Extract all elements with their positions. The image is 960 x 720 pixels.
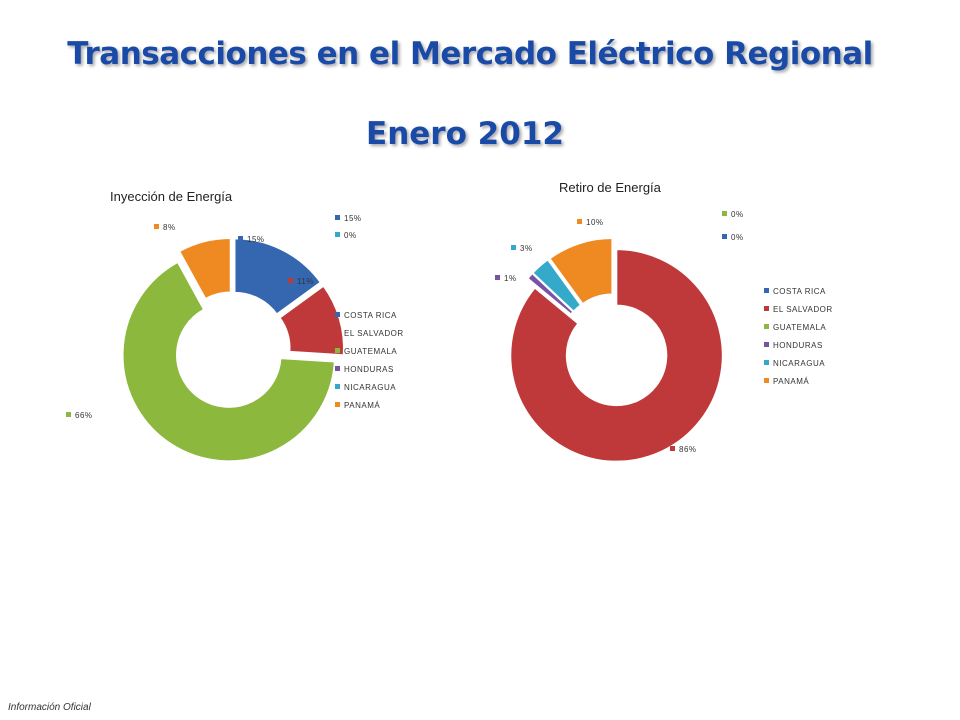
legend-swatch-panama (335, 402, 340, 407)
data-label-costa-rica: 15% (247, 235, 265, 244)
slice-el-salvador (509, 248, 724, 463)
slice-honduras (526, 272, 575, 316)
legend-swatch-el-salvador (764, 306, 769, 311)
data-label-nicaragua: 0% (344, 231, 357, 240)
legend-swatch-honduras (764, 342, 769, 347)
legend-item-el-salvador: EL SALVADOR (344, 329, 404, 338)
label-marker-guatemala (66, 412, 71, 417)
legend-item-nicaragua: NICARAGUA (773, 359, 825, 368)
slice-guatemala (122, 261, 336, 462)
legend-item-panama: PANAMÁ (344, 401, 380, 410)
data-label-costa-rica: 0% (731, 233, 744, 242)
slice-panama (178, 237, 232, 300)
legend-item-guatemala: GUATEMALA (773, 323, 826, 332)
legend-swatch-nicaragua (335, 384, 340, 389)
page-subtitle: Enero 2012 (366, 116, 564, 152)
legend-swatch-guatemala (764, 324, 769, 329)
chart-retiro: Retiro de Energía 86% 1% 3% 10% 0% 0% COSTA RIC… (495, 180, 833, 463)
data-label-guatemala: 66% (75, 411, 93, 420)
legend-item-costa-rica: COSTA RICA (344, 311, 397, 320)
legend-swatch-panama (764, 378, 769, 383)
legend-swatch-honduras (335, 366, 340, 371)
label-marker-nicaragua (511, 245, 516, 250)
legend-item-el-salvador: EL SALVADOR (773, 305, 833, 314)
page-title: Transacciones en el Mercado Eléctrico Re… (67, 36, 873, 72)
label-marker-guatemala (722, 211, 727, 216)
label-marker-honduras (495, 275, 500, 280)
data-label-nicaragua: 3% (520, 244, 533, 253)
data-label-costa-rica: 15% (344, 214, 362, 223)
chart-title: Inyección de Energía (110, 189, 233, 204)
label-marker-nicaragua (335, 232, 340, 237)
label-marker-costa-rica (335, 215, 340, 220)
label-marker-el-salvador (288, 278, 293, 283)
label-marker-panama (577, 219, 582, 224)
slice-costa-rica (233, 237, 322, 316)
data-label-guatemala: 0% (731, 210, 744, 219)
legend-item-honduras: HONDURAS (344, 365, 394, 374)
label-marker-el-salvador (670, 446, 675, 451)
legend-swatch-costa-rica (335, 312, 340, 317)
slice-el-salvador (278, 284, 345, 356)
label-marker-panama (154, 224, 159, 229)
slice-nicaragua (531, 258, 582, 313)
data-label-panama: 8% (163, 223, 176, 232)
data-label-panama: 10% (586, 218, 604, 227)
data-label-el-salvador: 11% (297, 277, 314, 286)
data-label-el-salvador: 86% (679, 445, 697, 454)
chart-title: Retiro de Energía (559, 180, 662, 195)
slice-panama (548, 237, 613, 305)
data-label-honduras: 1% (504, 274, 517, 283)
legend-item-honduras: HONDURAS (773, 341, 823, 350)
legend-swatch-el-salvador (335, 330, 340, 335)
legend-item-guatemala: GUATEMALA (344, 347, 397, 356)
label-marker-costa-rica (238, 236, 243, 241)
legend-item-panama: PANAMÁ (773, 377, 809, 386)
legend-item-costa-rica: COSTA RICA (773, 287, 826, 296)
legend-swatch-guatemala (335, 348, 340, 353)
legend-swatch-costa-rica (764, 288, 769, 293)
legend-swatch-nicaragua (764, 360, 769, 365)
footer-note: Información Oficial (8, 702, 91, 713)
label-marker-costa-rica (722, 234, 727, 239)
chart-inyeccion: Inyección de Energía 15% 11% 66% 8% 15% 0% COST… (66, 189, 404, 462)
legend-item-nicaragua: NICARAGUA (344, 383, 396, 392)
